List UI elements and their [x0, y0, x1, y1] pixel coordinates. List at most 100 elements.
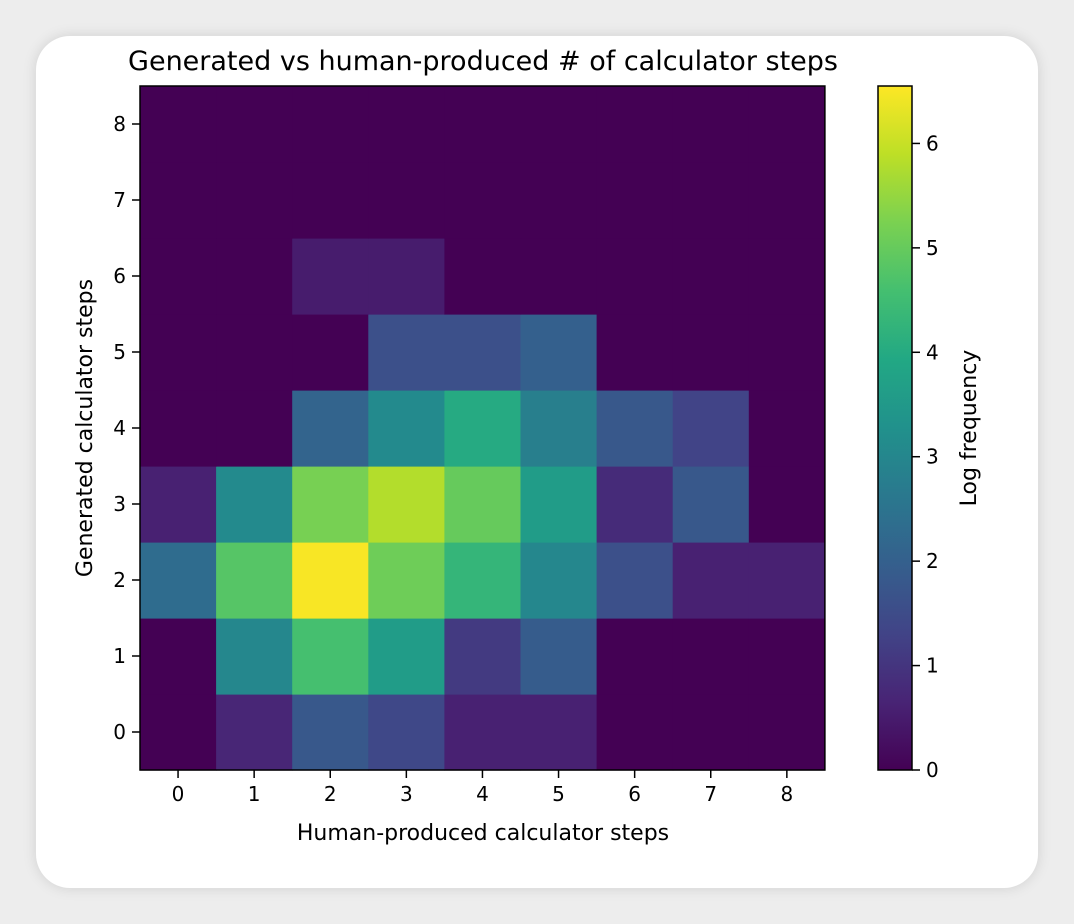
- heatmap-cell: [520, 542, 598, 619]
- x-tick-label: 6: [628, 782, 641, 806]
- heatmap-cell: [292, 86, 369, 163]
- heatmap-cell: [444, 542, 522, 619]
- y-tick-label: 4: [113, 416, 126, 440]
- heatmap-cell: [368, 694, 445, 771]
- heatmap-cells: [140, 86, 826, 771]
- heatmap-cell: [292, 618, 369, 695]
- heatmap-cell: [748, 86, 826, 163]
- y-tick-label: 2: [113, 568, 126, 592]
- heatmap-cell: [140, 694, 217, 771]
- heatmap-cell: [596, 542, 674, 619]
- colorbar-ticks: 0 1 2 3 4 5 6: [912, 131, 939, 782]
- x-tick-label: 1: [248, 782, 261, 806]
- heatmap-cell: [520, 238, 598, 315]
- heatmap-cell: [672, 542, 750, 619]
- heatmap-cell: [596, 86, 674, 163]
- heatmap-cell: [596, 238, 674, 315]
- y-tick-label: 1: [113, 644, 126, 668]
- heatmap-cell: [672, 618, 750, 695]
- heatmap-cell: [748, 542, 826, 619]
- heatmap-cell: [672, 694, 750, 771]
- y-tick-label: 8: [113, 112, 126, 136]
- heatmap-cell: [216, 86, 293, 163]
- heatmap-cell: [520, 618, 598, 695]
- y-tick-label: 5: [113, 340, 126, 364]
- x-tick-label: 2: [324, 782, 337, 806]
- x-axis-ticks: 0 1 2 3 4 5 6 7 8: [172, 770, 793, 806]
- y-tick-label: 6: [113, 264, 126, 288]
- chart-title: Generated vs human-produced # of calcula…: [128, 46, 838, 77]
- heatmap-cell: [140, 466, 217, 543]
- heatmap-cell: [520, 86, 598, 163]
- colorbar: [877, 85, 913, 771]
- heatmap-cell: [672, 390, 750, 467]
- heatmap-cell: [672, 314, 750, 391]
- y-axis-label: Generated calculator steps: [73, 279, 98, 577]
- colorbar-tick-label: 4: [926, 340, 939, 364]
- heatmap-cell: [520, 390, 598, 467]
- colorbar-tick-label: 3: [926, 445, 939, 469]
- x-tick-label: 8: [780, 782, 793, 806]
- heatmap-cell: [596, 694, 674, 771]
- heatmap-cell: [216, 542, 293, 619]
- heatmap-cell: [748, 390, 826, 467]
- heatmap-cell: [216, 466, 293, 543]
- heatmap-cell: [216, 314, 293, 391]
- heatmap-cell: [444, 390, 522, 467]
- heatmap-cell: [368, 86, 445, 163]
- y-tick-label: 0: [113, 720, 126, 744]
- heatmap-cell: [368, 618, 445, 695]
- heatmap-cell: [748, 238, 826, 315]
- heatmap-cell: [216, 694, 293, 771]
- y-axis-ticks: 0 1 2 3 4 5 6 7 8: [113, 112, 140, 744]
- heatmap-cell: [444, 466, 522, 543]
- heatmap-cell: [140, 314, 217, 391]
- heatmap-cell: [444, 694, 522, 771]
- heatmap-cell: [368, 390, 445, 467]
- x-axis-label: Human-produced calculator steps: [297, 821, 669, 846]
- heatmap-cell: [216, 618, 293, 695]
- heatmap-cell: [140, 390, 217, 467]
- heatmap-cell: [140, 86, 217, 163]
- heatmap-cell: [672, 466, 750, 543]
- heatmap-cell: [292, 466, 369, 543]
- y-tick-label: 7: [113, 188, 126, 212]
- heatmap-cell: [444, 162, 522, 239]
- heatmap-cell: [596, 466, 674, 543]
- heatmap-cell: [216, 390, 293, 467]
- x-tick-label: 3: [400, 782, 413, 806]
- heatmap-cell: [748, 162, 826, 239]
- colorbar-tick-label: 1: [926, 654, 939, 678]
- heatmap-cell: [444, 618, 522, 695]
- heatmap-cell: [748, 694, 826, 771]
- heatmap-cell: [672, 86, 750, 163]
- heatmap-cell: [140, 238, 217, 315]
- heatmap-cell: [292, 314, 369, 391]
- heatmap-cell: [292, 238, 369, 315]
- heatmap-cell: [292, 162, 369, 239]
- heatmap-cell: [520, 314, 598, 391]
- heatmap-cell: [444, 314, 522, 391]
- colorbar-tick-label: 5: [926, 236, 939, 260]
- colorbar-label: Log frequency: [957, 350, 982, 507]
- heatmap-cell: [292, 390, 369, 467]
- heatmap-cell: [368, 542, 445, 619]
- heatmap-cell: [596, 162, 674, 239]
- heatmap-cell: [368, 466, 445, 543]
- heatmap-figure: Generated vs human-produced # of calcula…: [73, 46, 982, 846]
- figure-card: Generated vs human-produced # of calcula…: [36, 36, 1038, 888]
- heatmap-cell: [444, 238, 522, 315]
- heatmap-cell: [748, 314, 826, 391]
- heatmap-cell: [672, 238, 750, 315]
- heatmap-cell: [596, 314, 674, 391]
- heatmap-cell: [140, 618, 217, 695]
- heatmap-cell: [368, 314, 445, 391]
- heatmap-cell: [520, 694, 598, 771]
- colorbar-tick-label: 6: [926, 131, 939, 155]
- heatmap-cell: [368, 238, 445, 315]
- heatmap-cell: [672, 162, 750, 239]
- heatmap-cell: [444, 86, 522, 163]
- heatmap-cell: [748, 466, 826, 543]
- heatmap-cell: [596, 390, 674, 467]
- x-tick-label: 5: [552, 782, 565, 806]
